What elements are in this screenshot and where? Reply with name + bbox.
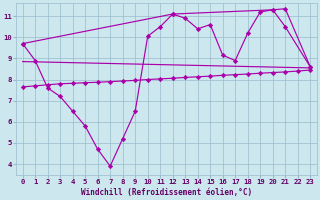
X-axis label: Windchill (Refroidissement éolien,°C): Windchill (Refroidissement éolien,°C) [81, 188, 252, 197]
